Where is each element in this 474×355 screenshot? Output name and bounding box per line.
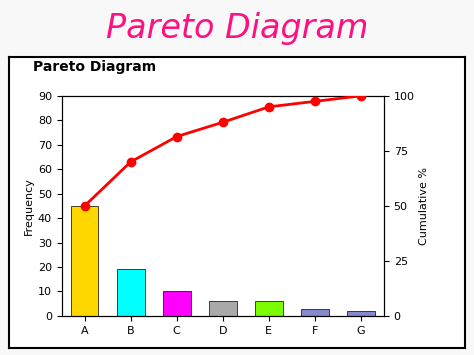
- Bar: [117, 269, 145, 316]
- Bar: [347, 311, 375, 316]
- Bar: [301, 308, 328, 316]
- Text: Pareto Diagram: Pareto Diagram: [33, 60, 156, 74]
- Bar: [209, 301, 237, 316]
- Bar: [255, 301, 283, 316]
- Text: Pareto Diagram: Pareto Diagram: [106, 12, 368, 45]
- Y-axis label: Cumulative %: Cumulative %: [419, 167, 429, 245]
- Bar: [71, 206, 99, 316]
- Y-axis label: Frequency: Frequency: [24, 177, 34, 235]
- Bar: [163, 291, 191, 316]
